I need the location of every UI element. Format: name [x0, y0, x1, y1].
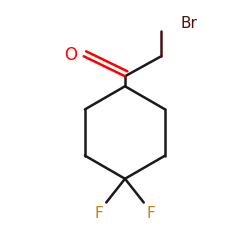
Text: O: O	[64, 46, 78, 64]
Text: Br: Br	[180, 16, 197, 31]
Text: F: F	[95, 206, 104, 220]
Text: F: F	[146, 206, 155, 220]
